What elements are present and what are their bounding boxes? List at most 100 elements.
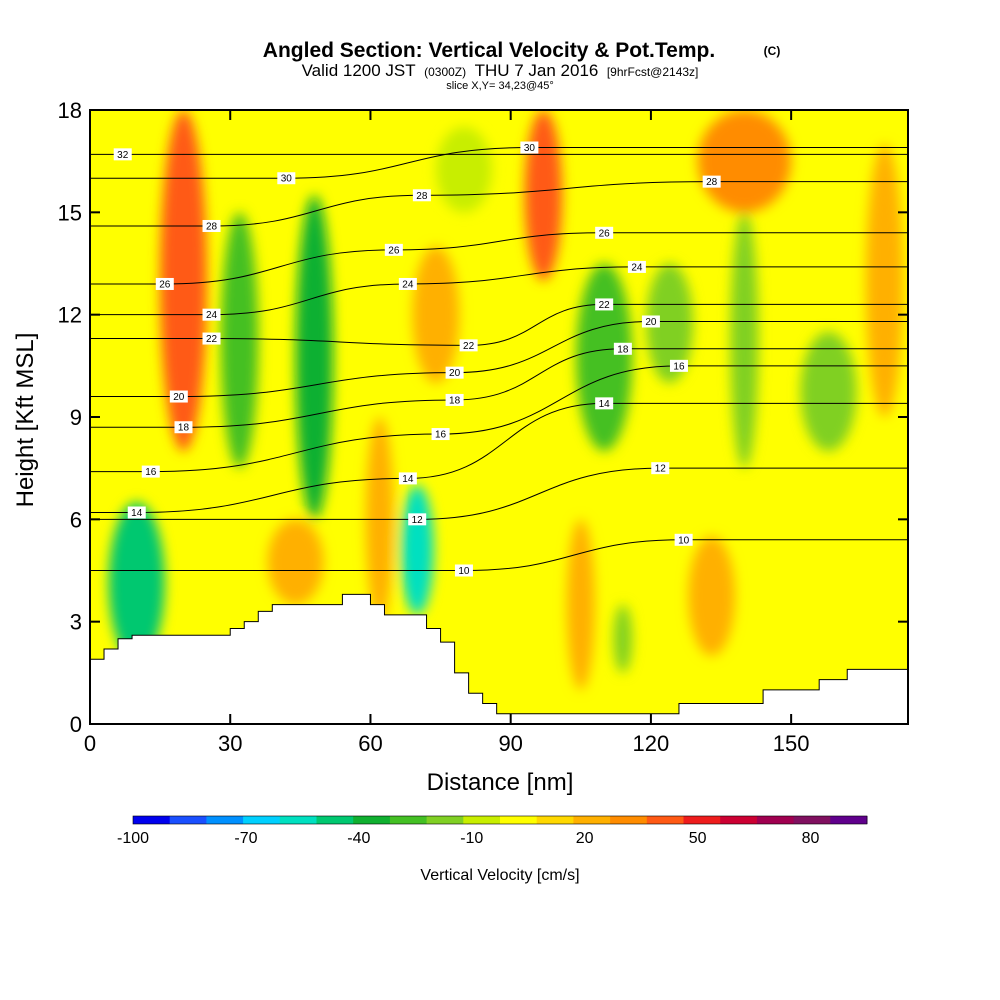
x-tick-label: 90 (498, 731, 522, 756)
y-tick-label: 0 (70, 712, 82, 737)
svg-text:22: 22 (599, 300, 611, 311)
theta-contour-line (90, 147, 908, 179)
velocity-band (435, 127, 492, 213)
x-axis-label: Distance [nm] (427, 769, 574, 796)
svg-text:14: 14 (599, 399, 611, 410)
velocity-band (865, 144, 904, 418)
svg-text:12: 12 (655, 464, 667, 475)
svg-text:18: 18 (178, 423, 190, 434)
velocity-band (267, 519, 324, 605)
colorbar-swatch (830, 816, 868, 824)
colorbar-tick-label: -40 (347, 830, 370, 847)
contour-label: 26 (384, 243, 403, 256)
velocity-band (295, 195, 334, 520)
contour-label: 18 (613, 342, 632, 355)
colorbar-swatch (610, 816, 648, 824)
colorbar-ticks: -100 -70 -40 -10 20 50 80 (117, 830, 820, 847)
theta-contours (90, 147, 908, 572)
y-tick-label: 15 (58, 200, 82, 225)
colorbar-swatch (243, 816, 281, 824)
colorbar-swatch (353, 816, 391, 824)
svg-text:24: 24 (402, 279, 414, 290)
plot-background (90, 110, 908, 724)
velocity-field (108, 110, 904, 690)
colorbar-frame (132, 815, 868, 825)
y-tick-label: 6 (70, 507, 82, 532)
velocity-band (412, 246, 460, 383)
colorbar-tick-label: 20 (576, 830, 594, 847)
svg-text:12: 12 (412, 515, 424, 526)
colorbar-swatch (683, 816, 721, 824)
y-tick-label: 3 (70, 610, 82, 635)
y-tick-label: 12 (58, 303, 82, 328)
slice-note: slice X,Y= 34,23@45° (446, 80, 554, 92)
colorbar (132, 815, 868, 825)
colorbar-swatch (389, 816, 428, 824)
svg-text:28: 28 (416, 191, 428, 202)
velocity-band (688, 536, 736, 656)
colorbar-swatch (206, 816, 244, 824)
colorbar-tick-label: -70 (234, 830, 257, 847)
svg-text:20: 20 (173, 392, 185, 403)
svg-text:10: 10 (458, 566, 470, 577)
contour-label: 24 (202, 308, 221, 321)
colorbar-swatch (426, 816, 464, 824)
contour-label: 14 (398, 472, 417, 485)
colorbar-label: Vertical Velocity [cm/s] (420, 867, 579, 884)
subtitle-date: THU 7 Jan 2016 (475, 61, 599, 80)
svg-text:26: 26 (388, 245, 400, 256)
svg-text:16: 16 (673, 361, 685, 372)
colorbar-tick-label: 80 (802, 830, 820, 847)
svg-text:28: 28 (206, 221, 218, 232)
contour-label: 20 (445, 366, 464, 379)
svg-text:24: 24 (631, 262, 643, 273)
theta-contour-line (90, 365, 908, 473)
velocity-band (646, 263, 693, 383)
svg-text:30: 30 (524, 143, 536, 154)
velocity-band (524, 110, 563, 281)
colorbar-swatch (463, 816, 501, 824)
colorbar-swatch (133, 816, 171, 824)
x-tick-label: 120 (633, 731, 670, 756)
colorbar-swatch (720, 816, 758, 824)
contour-label: 30 (277, 172, 296, 185)
colorbar-swatch (279, 816, 317, 824)
svg-text:16: 16 (145, 467, 157, 478)
y-tick-label: 18 (58, 98, 82, 123)
velocity-band (800, 331, 857, 452)
x-tick-label: 150 (773, 731, 810, 756)
svg-text:30: 30 (281, 174, 293, 185)
velocity-band (566, 519, 595, 690)
subtitle-valid: Valid 1200 JST (302, 61, 416, 80)
contour-label: 28 (702, 175, 721, 188)
svg-text:32: 32 (117, 150, 129, 161)
svg-text:24: 24 (206, 310, 218, 321)
velocity-band (730, 212, 759, 469)
contour-label: 12 (651, 462, 670, 475)
colorbar-tick-label: -10 (460, 830, 483, 847)
x-tick-label: 0 (84, 731, 96, 756)
velocity-band (576, 263, 633, 452)
contour-label: 22 (459, 339, 478, 352)
contour-label: 28 (202, 219, 221, 232)
contour-label: 24 (627, 260, 646, 273)
contour-label: 10 (454, 564, 473, 577)
contour-label: 24 (398, 277, 417, 290)
velocity-band (160, 110, 207, 452)
contour-label: 28 (412, 189, 431, 202)
contour-label: 16 (669, 359, 688, 372)
colorbar-tick-label: -100 (117, 830, 149, 847)
theta-contour-line (90, 402, 908, 514)
contour-label: 18 (174, 421, 193, 434)
velocity-band (108, 502, 165, 663)
svg-text:10: 10 (678, 535, 690, 546)
colorbar-swatch (500, 816, 538, 824)
contour-label: 16 (431, 428, 450, 441)
chart-title: Angled Section: Vertical Velocity & Pot.… (263, 39, 715, 62)
contour-label: 10 (674, 533, 693, 546)
y-axis: 0 3 6 9 12 15 18 (58, 98, 908, 737)
title-mark: (C) (764, 44, 781, 58)
colorbar-swatch (756, 816, 795, 824)
velocity-band (613, 604, 633, 673)
